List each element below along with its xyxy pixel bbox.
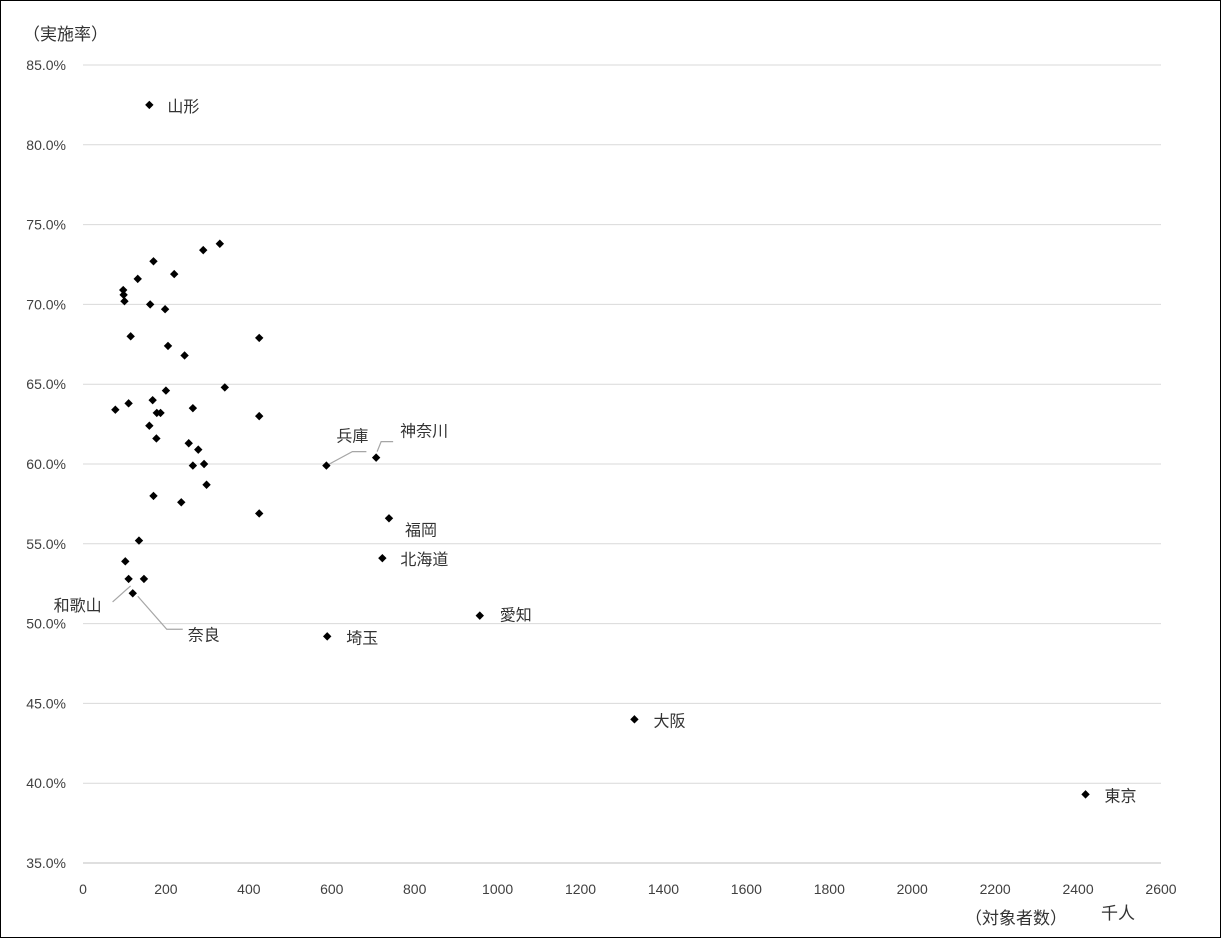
point-label: 愛知 [500,607,532,625]
x-tick-labels: 0 200 400 600 800 1000 1200 1400 1600 1800 2000 220… [79,881,1177,897]
data-point [149,257,158,266]
data-point [121,557,130,566]
gridlines [83,64,1161,784]
x-tick-label: 2400 [1062,881,1093,897]
point-label: 奈良 [188,626,220,644]
x-tick-label: 1400 [648,881,679,897]
leader-line [326,450,367,467]
x-tick-label: 2600 [1145,881,1176,897]
y-tick-label: 35.0% [26,855,66,871]
data-point [255,411,264,421]
data-point [161,386,171,395]
data-point [475,611,484,620]
data-point [177,498,186,507]
data-point [124,574,133,584]
data-point [384,514,394,523]
x-tick-label: 1600 [731,881,762,897]
data-point [371,453,381,462]
y-tick-label: 60.0% [26,456,66,472]
x-tick-label: 600 [320,881,344,897]
data-point [184,439,193,448]
data-point [152,434,161,443]
x-tick-label: 800 [403,881,427,897]
data-point [145,100,154,110]
data-point [378,553,387,563]
y-tick-label: 85.0% [26,57,66,73]
data-point [630,715,639,724]
data-point [148,395,157,405]
data-point [180,351,189,360]
leader-line [137,595,183,630]
point-label: 北海道 [400,551,448,569]
y-tick-label: 80.0% [26,137,66,153]
data-point [128,589,137,598]
x-axis-title: （対象者数） [965,909,1067,928]
y-tick-label: 65.0% [26,376,66,392]
x-tick-label: 1800 [814,881,845,897]
y-tick-label: 50.0% [26,616,66,632]
data-point [149,491,158,501]
data-point [202,480,211,489]
y-tick-label: 70.0% [26,296,66,312]
data-point [170,269,179,279]
y-tick-label: 75.0% [26,217,66,233]
data-point [199,245,208,255]
data-point [119,285,128,295]
data-point [215,239,225,248]
point-label: 山形 [167,98,199,116]
x-tick-label: 200 [154,881,178,897]
data-point [1081,790,1090,799]
data-point [119,290,128,300]
data-point [322,461,331,470]
data-point [160,304,170,314]
x-axis-unit: 千人 [1101,904,1135,923]
x-tick-label: 0 [79,881,87,897]
data-point [255,509,264,518]
y-axis-title: （実施率） [23,25,108,44]
data-point [163,341,173,351]
x-tick-label: 400 [237,881,261,897]
label-leader-lines [112,441,394,630]
data-point [111,405,120,414]
x-tick-label: 1000 [482,881,513,897]
data-point [188,461,198,470]
point-label: 神奈川 [400,423,448,441]
data-point [323,632,332,641]
data-point [120,297,129,306]
data-point [124,399,133,408]
x-tick-label: 1200 [565,881,596,897]
data-point [255,333,264,343]
data-point [220,383,229,392]
point-label: 福岡 [405,521,437,539]
data-point [156,408,165,418]
y-tick-label: 55.0% [26,536,66,552]
data-point [126,332,135,341]
x-tick-label: 2200 [980,881,1011,897]
leader-line [376,441,394,452]
point-label: 和歌山 [54,597,102,615]
data-point [139,574,149,584]
data-point [145,300,155,309]
data-point [194,445,203,454]
y-tick-label: 45.0% [26,695,66,711]
y-tick-label: 40.0% [26,775,66,791]
data-point [145,421,154,430]
point-label: 東京 [1105,787,1137,805]
data-points [111,100,1090,799]
point-label: 兵庫 [336,428,368,446]
point-label: 埼玉 [346,629,378,647]
data-point [134,536,144,545]
data-point [188,403,198,413]
point-label: 大阪 [653,712,685,730]
data-point [199,459,209,469]
data-point [133,274,142,284]
x-tick-label: 2000 [897,881,928,897]
y-tick-labels: 35.0% 40.0% 45.0% 50.0% 55.0% 60.0% 65.0% 70.0%… [26,57,66,871]
leader-line [112,585,132,603]
